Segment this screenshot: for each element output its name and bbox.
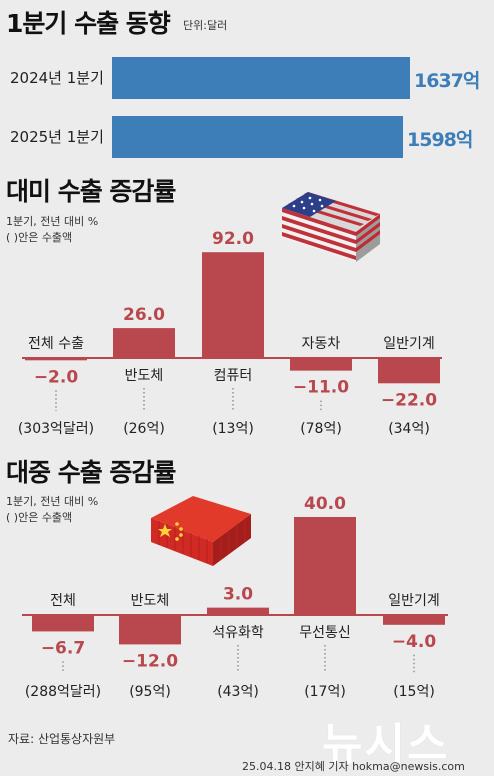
source-note: 자료: 산업통상자원부	[8, 732, 116, 746]
total-label-2025: 2025년 1분기	[10, 128, 104, 146]
export-amount-5: (34억)	[388, 421, 430, 437]
category-label-5: 일반기계	[383, 336, 435, 352]
category-label-3: 컴퓨터	[214, 368, 253, 384]
us-flag-container-icon	[282, 192, 380, 262]
export-amount-2: (26억)	[123, 421, 165, 437]
value-label-4: 40.0	[304, 494, 346, 514]
bar-2	[119, 615, 181, 645]
export-amount-5: (15억)	[393, 684, 435, 700]
value-label-2: −12.0	[122, 651, 178, 671]
bar-4	[294, 517, 356, 615]
us-note-basis: 1분기, 전년 대비 %	[6, 215, 99, 228]
value-label-1: −2.0	[34, 367, 79, 387]
export-amount-4: (78억)	[300, 421, 342, 437]
bar-1	[32, 615, 94, 632]
value-label-1: −6.7	[41, 638, 85, 658]
export-amount-3: (13억)	[212, 421, 254, 437]
category-label-4: 자동차	[302, 336, 341, 352]
unit-label: 단위:달러	[183, 19, 228, 32]
category-label-4: 무선통신	[299, 625, 351, 641]
value-label-3: 3.0	[223, 585, 253, 605]
export-amount-2: (95억)	[129, 684, 171, 700]
china-section-title: 대중 수출 증감률	[6, 458, 176, 487]
page-title: 1분기 수출 동향	[6, 9, 171, 38]
total-bar-2024	[112, 57, 410, 99]
total-value-2024: 1637억	[414, 70, 480, 92]
category-label-3: 석유화학	[212, 625, 264, 641]
china-note-basis: 1분기, 전년 대비 %	[6, 495, 99, 508]
bar-4	[290, 358, 352, 371]
value-label-5: −4.0	[392, 632, 437, 652]
category-label-2: 반도체	[131, 593, 170, 609]
export-amount-1: (288억달러)	[25, 684, 101, 700]
bar-3	[207, 607, 269, 615]
category-label-1: 전체	[50, 593, 76, 609]
value-label-3: 92.0	[212, 229, 254, 249]
category-label-2: 반도체	[125, 368, 164, 384]
byline: 25.04.18 안지혜 기자 hokma@newsis.com	[242, 760, 465, 773]
bar-5	[378, 358, 440, 384]
china-flag-container-icon	[151, 496, 251, 566]
china-section-note: 1분기, 전년 대비 % ( )안은 수출액	[6, 494, 98, 526]
total-label-2024: 2024년 1분기	[10, 69, 104, 87]
us-section-title: 대미 수출 증감률	[6, 177, 176, 206]
export-amount-4: (17억)	[304, 684, 346, 700]
total-bar-2025	[112, 116, 403, 158]
value-label-5: −22.0	[381, 390, 437, 410]
us-section-note: 1분기, 전년 대비 % ( )안은 수출액	[6, 214, 98, 246]
category-label-5: 일반기계	[388, 593, 440, 609]
bar-3	[202, 252, 264, 358]
bar-2	[113, 328, 175, 358]
total-value-2025: 1598억	[407, 129, 473, 151]
export-amount-1: (303억달러)	[18, 421, 94, 437]
export-amount-3: (43억)	[217, 684, 259, 700]
value-label-2: 26.0	[123, 305, 165, 325]
us-export-rate-chart: −2.0 전체 수출 (303억달러) 26.0 반도체 (26억) 92.0 컴퓨터 (13억…	[18, 229, 442, 437]
bar-5	[383, 615, 445, 625]
value-label-4: −11.0	[293, 378, 349, 398]
newsis-logo: 뉴시스	[322, 719, 450, 770]
us-note-amount: ( )안은 수출액	[6, 231, 73, 244]
china-note-amount: ( )안은 수출액	[6, 511, 73, 524]
china-export-rate-chart: −6.7 전체 (288억달러) −12.0 반도체 (95억) 3.0 석유화학 (43억) 4…	[22, 494, 448, 700]
bar-1	[25, 358, 87, 361]
category-label-1: 전체 수출	[28, 336, 84, 352]
